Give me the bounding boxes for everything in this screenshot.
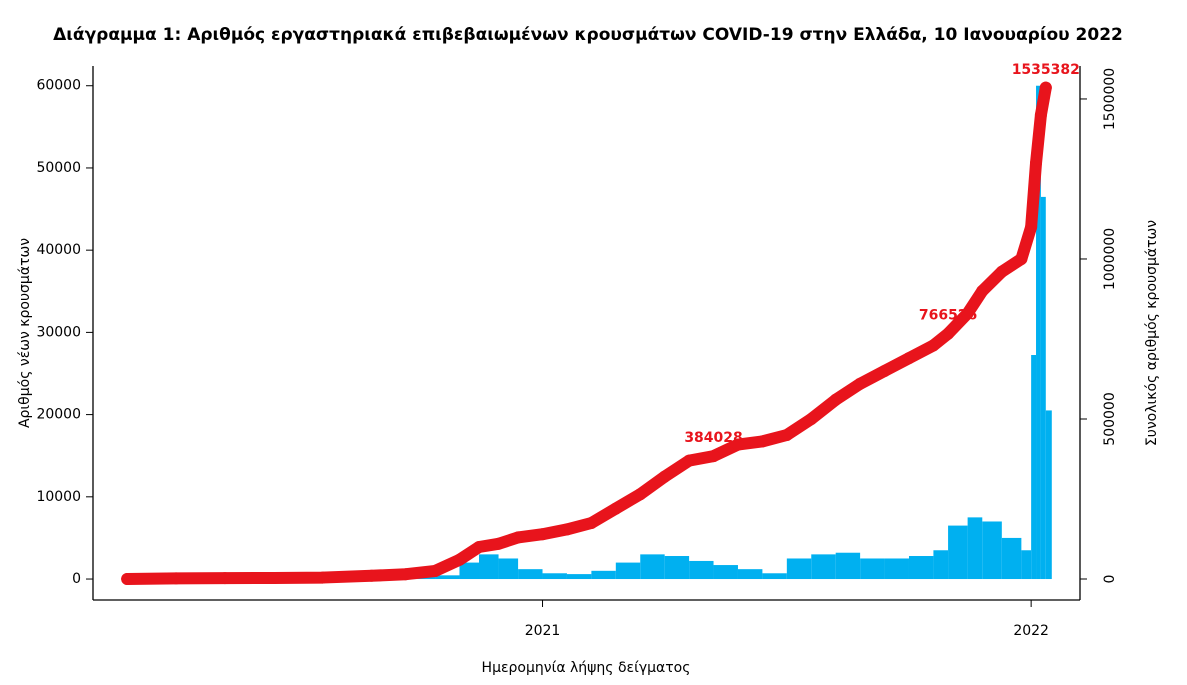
bar <box>860 558 885 580</box>
bar <box>542 573 567 580</box>
cumulative-point <box>267 571 280 584</box>
bar <box>713 565 738 580</box>
cumulative-point <box>780 428 793 441</box>
bar <box>1045 410 1052 580</box>
cumulative-point <box>829 393 842 406</box>
cumulative-point <box>995 265 1008 278</box>
annotation: 384028 <box>684 430 742 446</box>
bar <box>664 556 690 580</box>
cumulative-point <box>121 572 134 585</box>
bar <box>884 558 909 580</box>
cumulative-point <box>453 553 466 566</box>
bar <box>615 562 641 580</box>
cumulative-point <box>1015 252 1028 265</box>
bar <box>1001 537 1022 580</box>
cumulative-line <box>121 81 1052 585</box>
cumulative-point <box>658 470 671 483</box>
bar <box>933 550 949 580</box>
bar <box>1021 550 1032 580</box>
bar <box>640 554 665 580</box>
cumulative-point <box>1034 108 1047 121</box>
cumulative-point <box>927 339 940 352</box>
bar <box>762 573 787 580</box>
cumulative-point <box>316 571 329 584</box>
cumulative-point <box>492 537 505 550</box>
bar <box>566 574 592 580</box>
cumulative-point <box>731 438 744 451</box>
cumulative-point <box>961 307 974 320</box>
bar <box>498 558 519 580</box>
cumulative-point <box>756 435 769 448</box>
bar <box>518 569 543 580</box>
y-tick-label: 20000 <box>36 407 81 423</box>
y-tick-label: 30000 <box>36 324 81 340</box>
y2-tick-label: 1000000 <box>1102 228 1118 290</box>
bar <box>948 525 968 580</box>
cumulative-point <box>473 541 486 554</box>
bar <box>967 517 983 580</box>
cumulative-point <box>707 450 720 463</box>
y2-tick-label: 500000 <box>1102 392 1118 445</box>
cumulative-point <box>399 568 412 581</box>
cumulative-point <box>429 565 442 578</box>
y2-axis-label: Συνολικός αριθμός κρουσμάτων <box>1144 220 1160 446</box>
bar <box>591 570 616 580</box>
bar <box>786 558 812 580</box>
cumulative-point <box>170 572 183 585</box>
x-axis-label: Ημερομηνία λήψης δείγματος <box>482 660 691 676</box>
y-tick-label: 0 <box>72 571 81 587</box>
bar <box>479 554 499 580</box>
bar <box>835 552 861 580</box>
bar <box>689 560 714 580</box>
annotation: 1535382 <box>1012 62 1080 78</box>
cumulative-point <box>634 488 647 501</box>
chart-title: Διάγραμμα 1: Αριθμός εργαστηριακά επιβεβ… <box>53 25 1123 45</box>
cumulative-point <box>902 352 915 365</box>
y-tick-label: 10000 <box>36 489 81 505</box>
cumulative-point <box>585 517 598 530</box>
cumulative-point <box>976 284 989 297</box>
x-tick-label: 2022 <box>1013 623 1049 639</box>
bar <box>1036 85 1041 580</box>
cumulative-point <box>878 364 891 377</box>
bar <box>435 575 460 580</box>
bar <box>459 562 480 580</box>
cumulative-point <box>218 572 231 585</box>
bar <box>1040 196 1046 580</box>
y-tick-label: 60000 <box>36 78 81 94</box>
bar <box>737 569 763 580</box>
cumulative-point <box>560 523 573 536</box>
bar <box>811 554 836 580</box>
cumulative-point <box>365 569 378 582</box>
y2-tick-label: 1500000 <box>1102 68 1118 130</box>
bar <box>1031 355 1037 580</box>
bar <box>982 521 1002 580</box>
bar <box>908 556 934 580</box>
cumulative-point <box>854 377 867 390</box>
x-tick-label: 2021 <box>525 623 561 639</box>
cumulative-point <box>536 528 549 541</box>
cumulative-point <box>805 412 818 425</box>
annotation: 766526 <box>919 308 977 324</box>
cumulative-point <box>1030 156 1043 169</box>
cumulative-point <box>1039 81 1052 94</box>
cumulative-point <box>512 531 525 544</box>
axes <box>92 66 1081 601</box>
y-tick-label: 40000 <box>36 242 81 258</box>
cumulative-point <box>609 502 622 515</box>
cumulative-point <box>942 327 955 340</box>
y-axis-label: Αριθμός νέων κρουσμάτων <box>17 238 33 428</box>
y-tick-label: 50000 <box>36 160 81 176</box>
cumulative-point <box>1025 220 1038 233</box>
y2-tick-label: 0 <box>1102 575 1118 584</box>
cumulative-point <box>683 454 696 467</box>
